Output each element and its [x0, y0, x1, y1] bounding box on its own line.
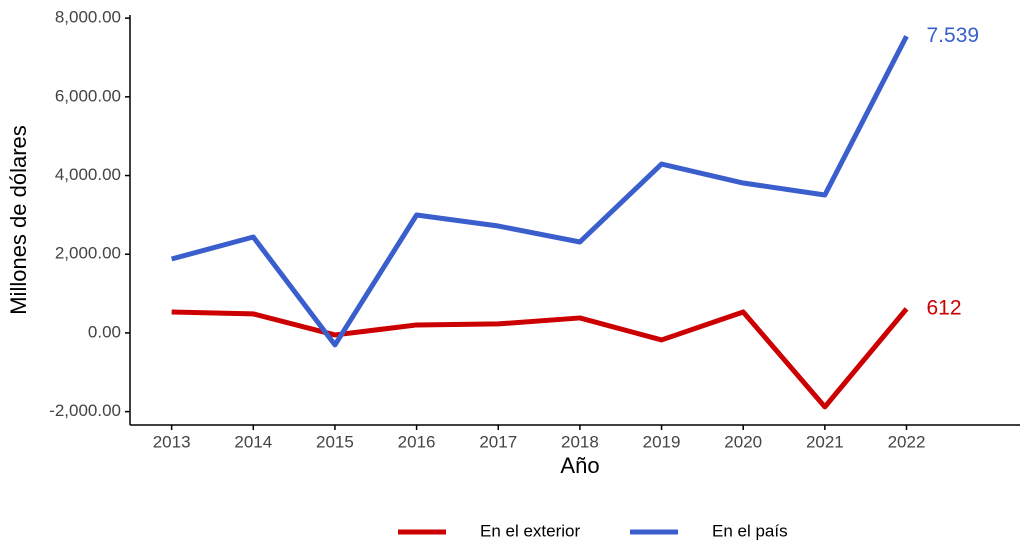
x-tick-label: 2014: [234, 432, 272, 451]
y-axis-title: Millones de dólares: [6, 125, 31, 315]
y-tick-label: 2,000.00: [55, 244, 121, 263]
x-tick-label: 2022: [888, 432, 926, 451]
y-tick-label: 8,000.00: [55, 8, 121, 27]
legend-label: En el país: [712, 521, 788, 540]
x-axis-title: Año: [560, 453, 599, 478]
x-tick-label: 2021: [806, 432, 844, 451]
x-tick-label: 2013: [153, 432, 191, 451]
x-tick-label: 2018: [561, 432, 599, 451]
y-tick-label: 0.00: [88, 322, 121, 341]
x-tick-label: 2015: [316, 432, 354, 451]
line-series: [171, 307, 909, 410]
data-label: 7.539: [927, 24, 980, 47]
x-tick-label: 2016: [398, 432, 436, 451]
y-tick-label: 4,000.00: [55, 165, 121, 184]
legend-label: En el exterior: [480, 521, 580, 540]
y-tick-label: 6,000.00: [55, 86, 121, 105]
data-label: 612: [927, 296, 962, 319]
y-tick-label: -2,000.00: [49, 401, 121, 420]
line-series: [170, 35, 909, 348]
x-tick-label: 2020: [724, 432, 762, 451]
x-tick-label: 2019: [643, 432, 681, 451]
x-tick-label: 2017: [479, 432, 517, 451]
